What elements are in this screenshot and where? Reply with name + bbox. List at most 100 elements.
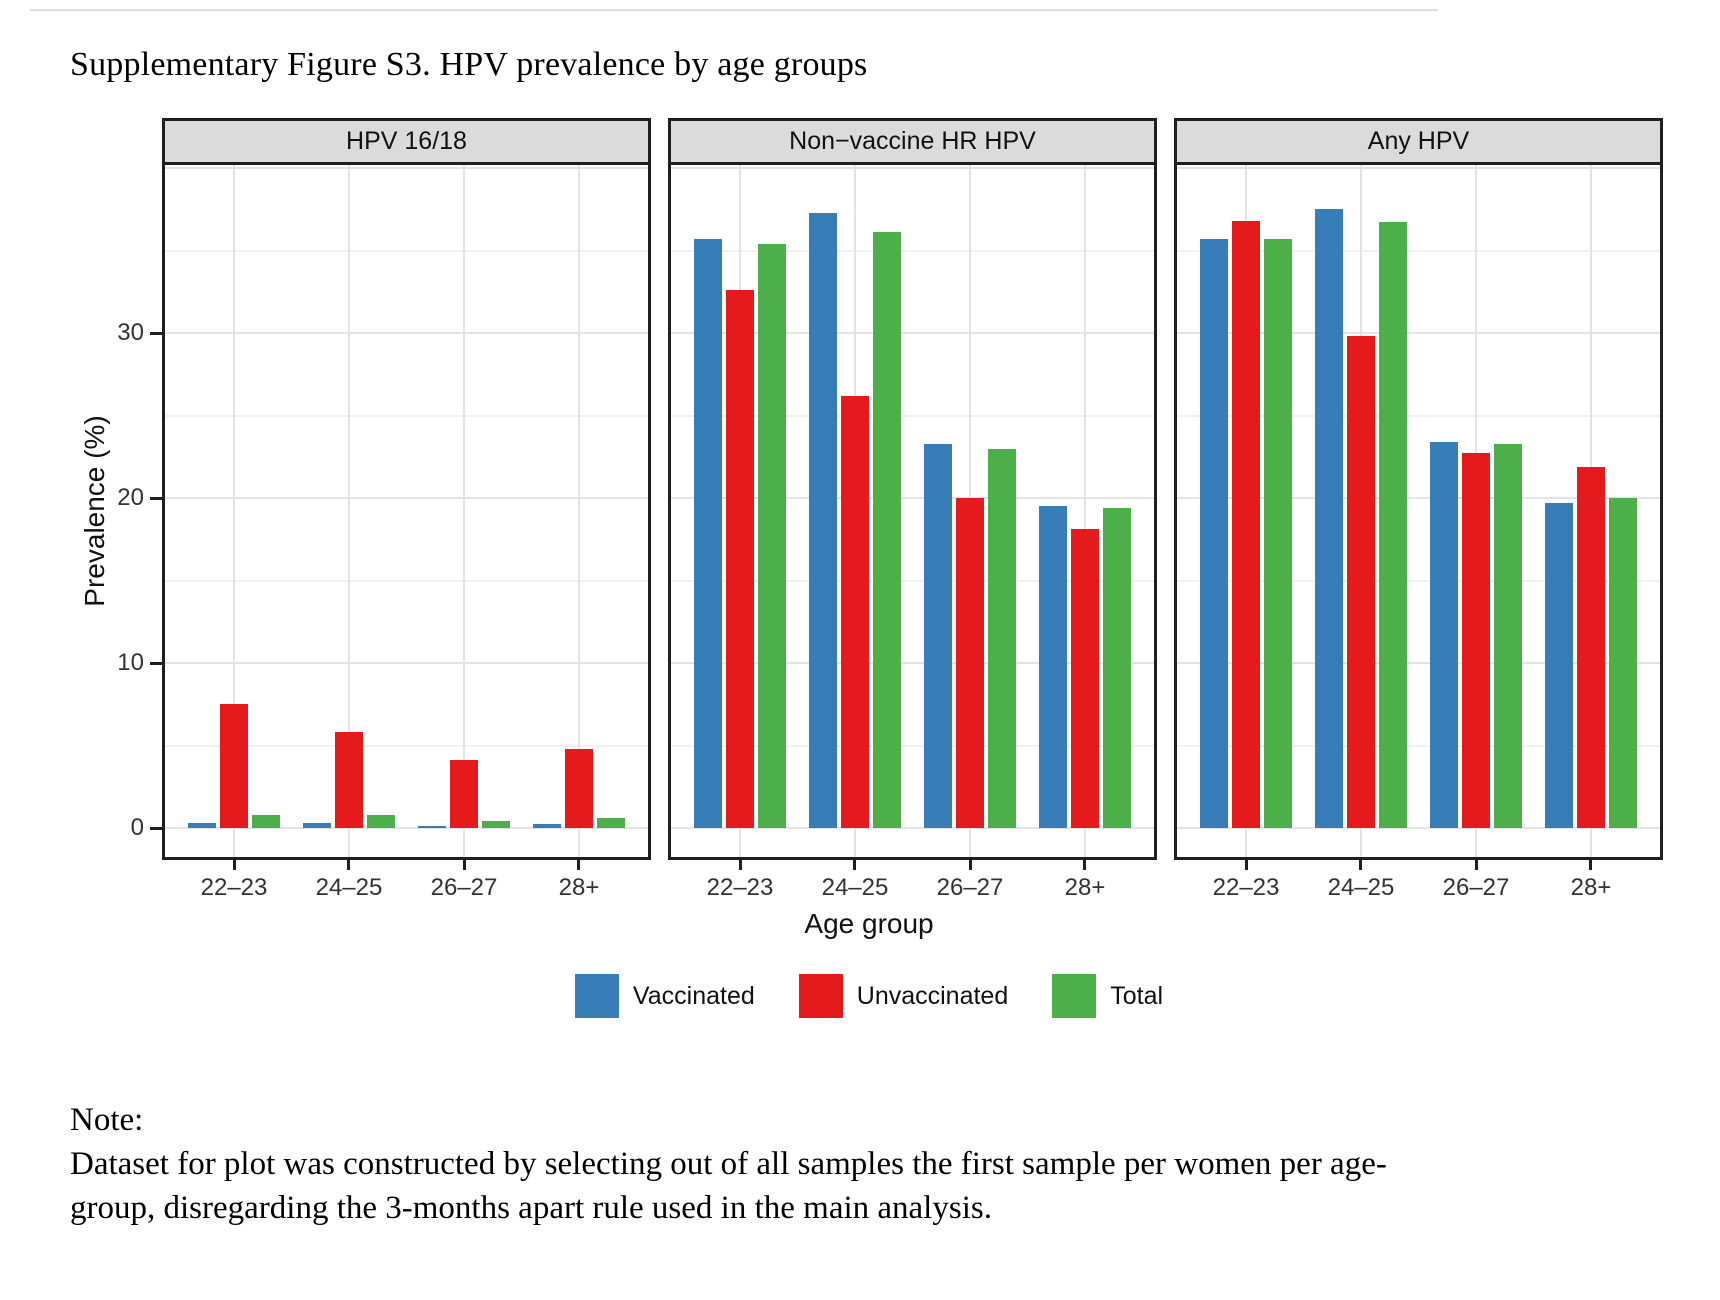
legend-label: Total <box>1110 981 1164 1010</box>
x-tick-label: 28+ <box>558 874 600 901</box>
note-line-1: Dataset for plot was constructed by sele… <box>70 1146 1387 1182</box>
facet-panel <box>1174 162 1663 860</box>
legend-label: Vaccinated <box>632 981 755 1010</box>
bar-vaccinated <box>532 823 561 828</box>
gridline-major-x <box>577 165 580 857</box>
bar-total <box>1378 222 1407 828</box>
bar-total <box>366 814 395 828</box>
legend-item-vaccinated: Vaccinated <box>574 974 755 1018</box>
gridline-minor-y <box>1177 249 1660 252</box>
bar-unvaccinated <box>1232 220 1260 828</box>
x-tick-label: 26–27 <box>936 874 1004 901</box>
x-tick-label: 24–25 <box>1327 874 1395 901</box>
y-tick-mark <box>150 661 162 665</box>
y-tick-label: 20 <box>117 484 144 511</box>
bar-total <box>482 821 510 828</box>
bar-vaccinated <box>1430 441 1458 828</box>
gridline-major-y <box>671 827 1154 829</box>
x-tick-mark <box>853 860 857 870</box>
gridline-major-y <box>165 497 648 499</box>
gridline-minor-y <box>165 744 648 747</box>
gridline-major-y <box>165 332 648 334</box>
x-tick-mark <box>1474 860 1478 870</box>
gridline-major-y <box>1177 827 1660 829</box>
gridline-major-y <box>1177 167 1660 169</box>
figure-top-border <box>30 9 1438 11</box>
y-tick-mark <box>150 331 162 335</box>
x-tick-label: 26–27 <box>1442 874 1510 901</box>
bar-vaccinated <box>418 825 446 828</box>
bar-vaccinated <box>808 212 837 828</box>
legend-item-unvaccinated: Unvaccinated <box>798 974 1008 1018</box>
facet-strip: Any HPV <box>1174 118 1663 165</box>
x-tick-mark <box>738 860 742 870</box>
x-tick-mark <box>347 860 351 870</box>
gridline-major-y <box>1177 662 1660 664</box>
bar-vaccinated <box>694 238 722 828</box>
x-tick-label: 28+ <box>1064 874 1106 901</box>
x-tick-mark <box>1359 860 1363 870</box>
x-tick-label: 22–23 <box>706 874 774 901</box>
figure-title: Supplementary Figure S3. HPV prevalence … <box>70 46 868 83</box>
facet-strip: Non−vaccine HR HPV <box>668 118 1157 165</box>
gridline-major-y <box>671 497 1154 499</box>
bar-total <box>252 814 280 828</box>
bar-unvaccinated <box>1576 466 1605 828</box>
facet-panel <box>162 162 651 860</box>
gridline-major-x <box>233 165 235 857</box>
y-tick-label: 0 <box>130 814 144 841</box>
bar-vaccinated <box>1200 238 1228 828</box>
note-heading: Note: <box>70 1102 144 1138</box>
bar-total <box>1608 498 1637 828</box>
x-tick-label: 24–25 <box>821 874 889 901</box>
gridline-minor-y <box>165 579 648 582</box>
gridline-major-y <box>1177 497 1660 499</box>
facet-strip-label: Any HPV <box>1367 127 1470 155</box>
legend-key-unvaccinated <box>798 974 843 1018</box>
bar-vaccinated <box>188 823 216 828</box>
legend: Vaccinated Unvaccinated Total <box>75 974 1663 1018</box>
gridline-major-y <box>1177 332 1660 334</box>
bar-unvaccinated <box>1462 453 1490 828</box>
x-tick-mark <box>968 860 972 870</box>
x-tick-label: 26–27 <box>430 874 498 901</box>
note-block: Note: Dataset for plot was constructed b… <box>70 1098 1387 1230</box>
gridline-minor-y <box>671 579 1154 582</box>
bar-vaccinated <box>1544 502 1573 828</box>
x-tick-mark <box>1589 860 1593 870</box>
y-tick-label: 30 <box>117 319 144 346</box>
x-axis-title: Age group <box>804 908 934 939</box>
gridline-major-y <box>671 167 1154 169</box>
x-tick-label: 22–23 <box>1212 874 1280 901</box>
bar-unvaccinated <box>334 732 363 828</box>
bar-total <box>596 818 625 828</box>
gridline-minor-y <box>671 249 1154 252</box>
gridline-major-x <box>1083 165 1086 857</box>
bar-unvaccinated <box>450 760 478 828</box>
facet-panel <box>668 162 1157 860</box>
bar-total <box>988 448 1016 828</box>
bar-total <box>872 232 901 828</box>
bar-total <box>1102 507 1131 828</box>
gridline-minor-y <box>1177 414 1660 417</box>
legend-key-vaccinated <box>574 974 619 1018</box>
x-tick-label: 24–25 <box>315 874 383 901</box>
y-tick-mark <box>150 826 162 830</box>
x-tick-mark <box>1083 860 1087 870</box>
bar-unvaccinated <box>1346 336 1375 828</box>
bar-unvaccinated <box>1070 529 1099 828</box>
gridline-major-y <box>165 167 648 169</box>
gridline-major-x <box>463 165 465 857</box>
gridline-minor-y <box>165 414 648 417</box>
y-tick-label: 10 <box>117 649 144 676</box>
gridline-minor-y <box>671 414 1154 417</box>
gridline-major-y <box>671 332 1154 334</box>
bar-vaccinated <box>302 823 331 828</box>
gridline-minor-y <box>671 744 1154 747</box>
x-tick-label: 22–23 <box>200 874 268 901</box>
x-tick-mark <box>462 860 466 870</box>
facet-strip: HPV 16/18 <box>162 118 651 165</box>
facet-strip-label: Non−vaccine HR HPV <box>789 127 1036 155</box>
